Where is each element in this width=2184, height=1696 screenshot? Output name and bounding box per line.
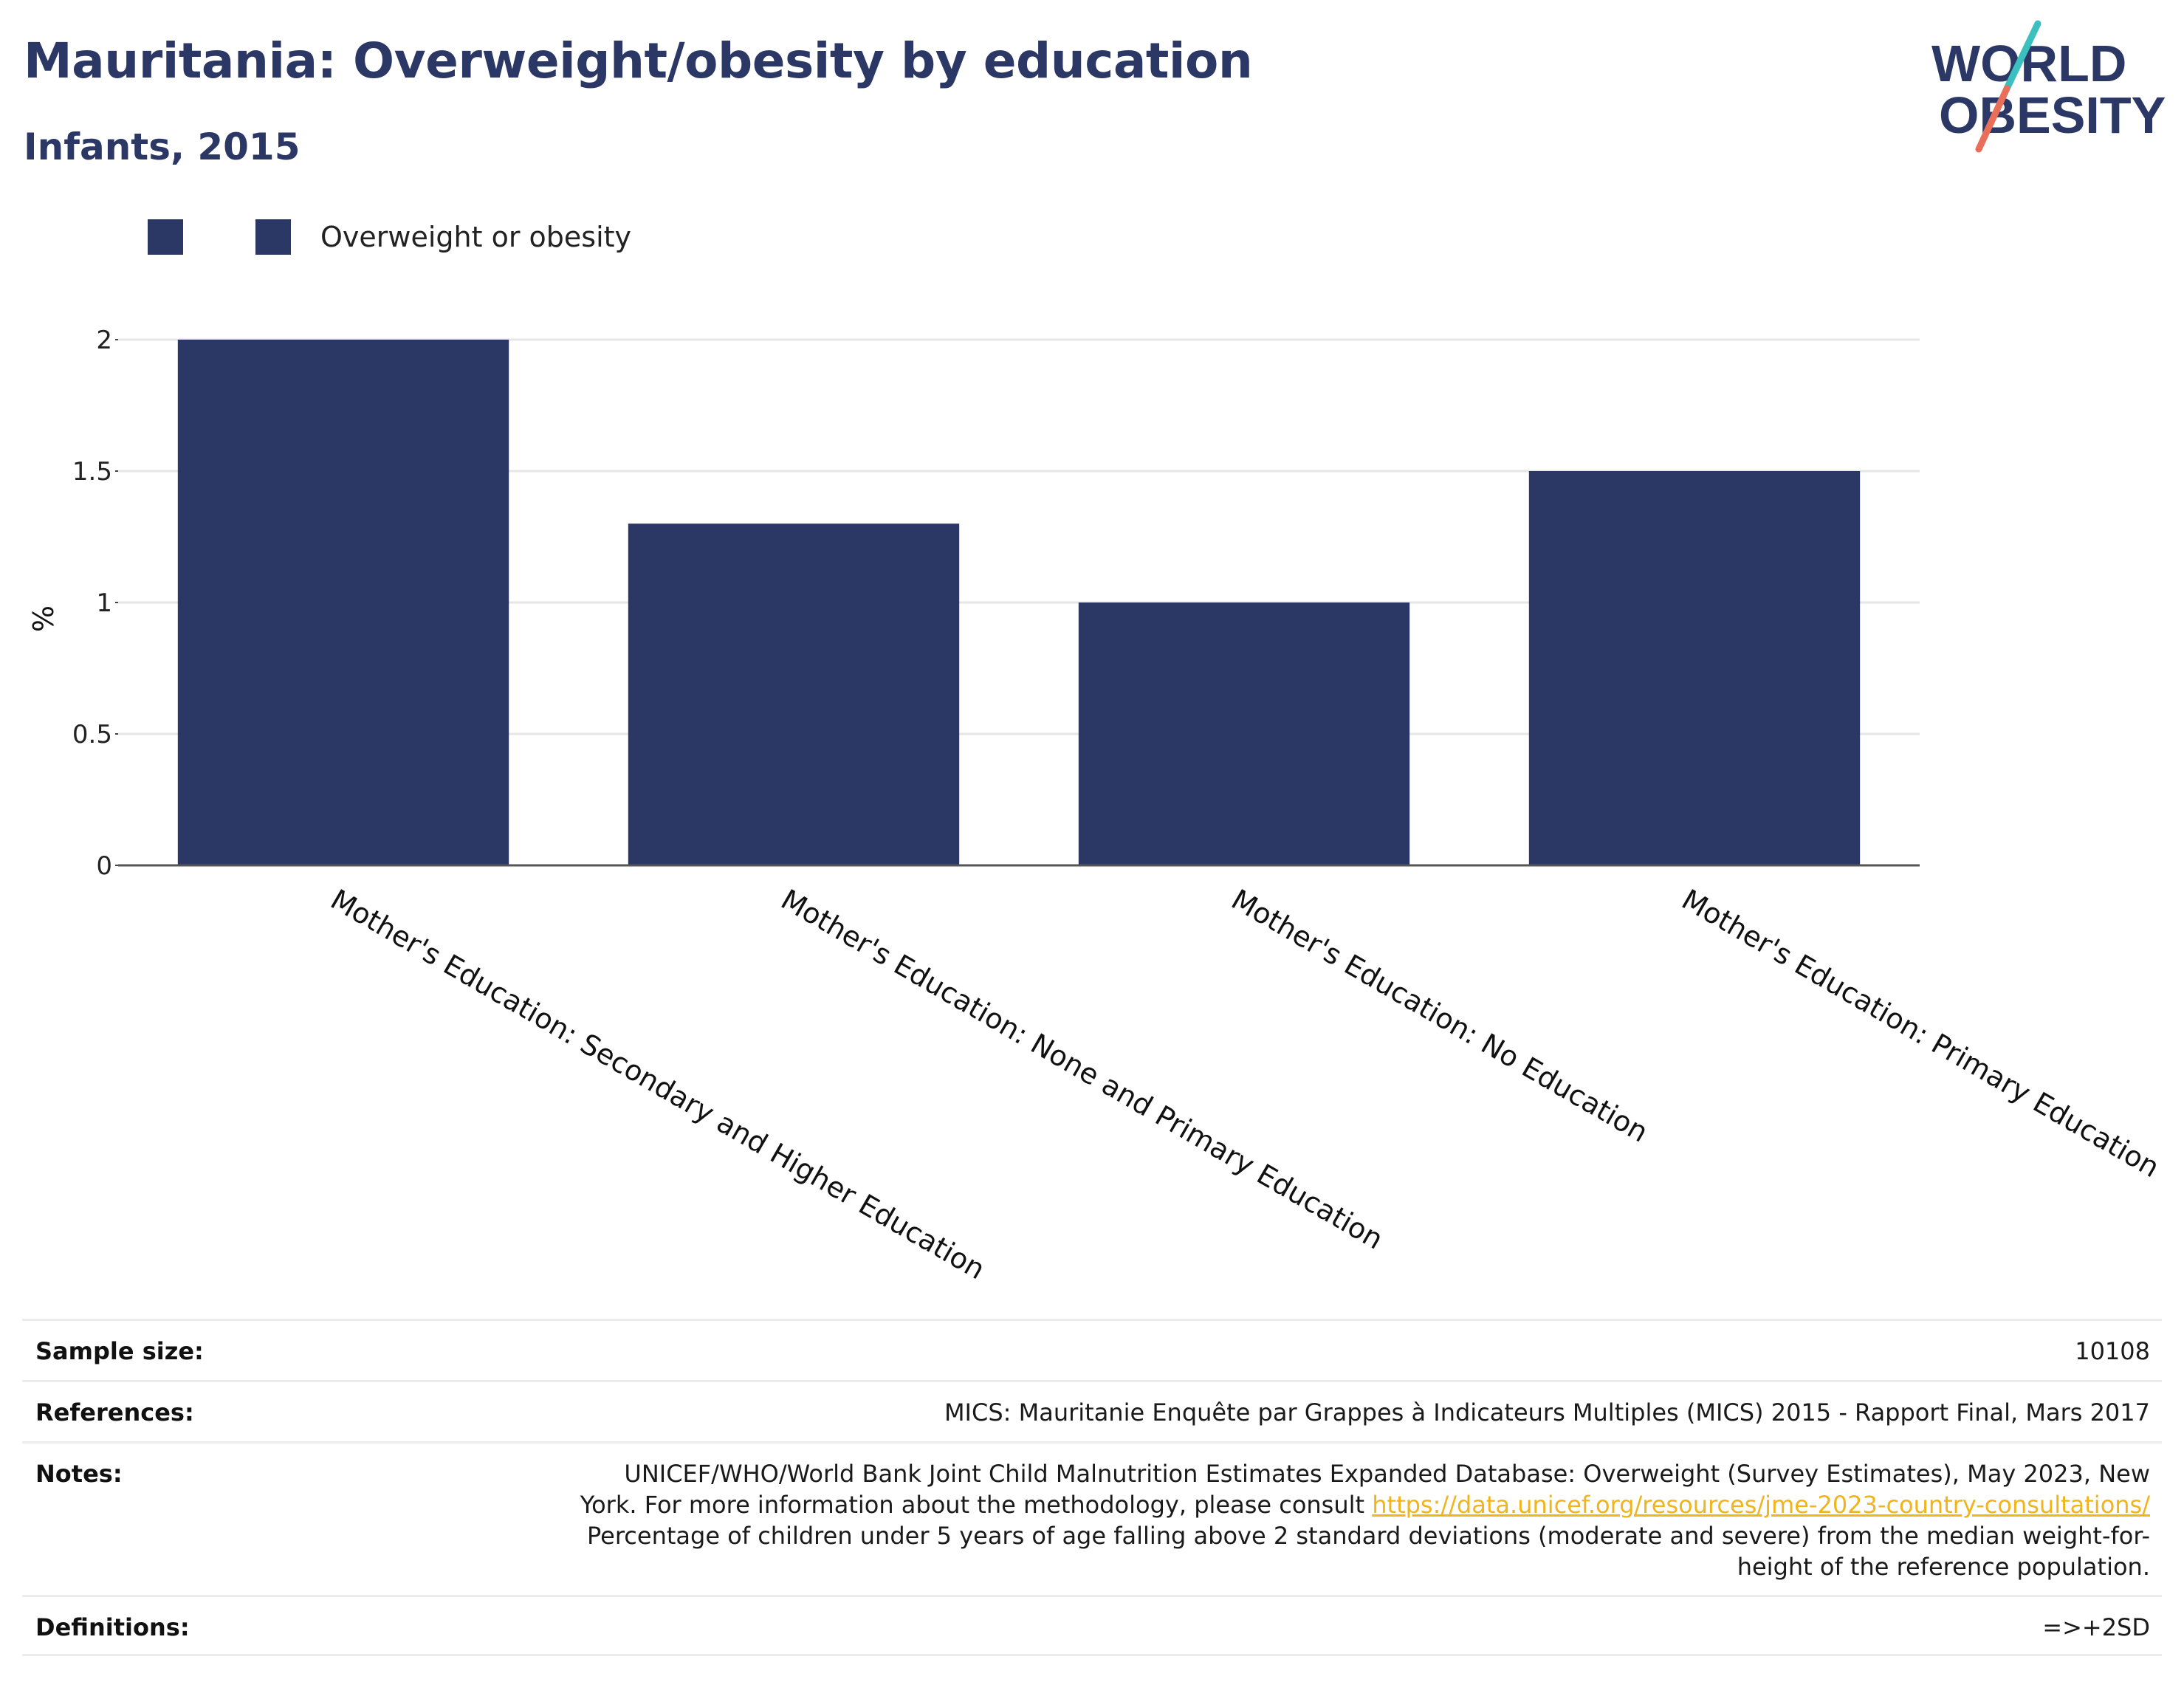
footer-row-definitions: Definitions: =>+2SD [22,1595,2162,1656]
definitions-label: Definitions: [35,1613,190,1641]
legend-swatch-empty[interactable] [148,219,183,255]
footer-row-references: References: MICS: Mauritanie Enquête par… [22,1380,2162,1441]
world-obesity-logo: WORLD OBESITY [1931,20,2166,153]
notes-line3: Percentage of children under 5 years of … [587,1522,2150,1550]
footer-row-sample-size: Sample size: 10108 [22,1319,2162,1380]
x-tick-label: Mother's Education: No Education [1226,883,1654,1149]
chart-title: Mauritania: Overweight/obesity by educat… [24,32,1253,89]
logo-slash-bottom [1975,85,2010,153]
logo-line2: OBESITY [1939,86,2166,144]
footer-row-notes: Notes: UNICEF/WHO/World Bank Joint Child… [22,1441,2162,1595]
y-tick-label: 0 [96,851,112,881]
bar[interactable] [1528,471,1861,865]
legend-swatch-overweight[interactable] [255,219,291,255]
notes-link[interactable]: https://data.unicef.org/resources/jme-20… [1372,1491,2150,1519]
y-tick-label: 1.5 [72,457,112,487]
references-value: MICS: Mauritanie Enquête par Grappes à I… [944,1398,2150,1427]
sample-size-value: 10108 [2075,1337,2150,1365]
definitions-value: =>+2SD [2042,1613,2150,1641]
notes-line4: height of the reference population. [1737,1553,2150,1581]
chart-subtitle: Infants, 2015 [24,126,301,168]
references-label: References: [35,1398,194,1427]
notes-line2: York. For more information about the met… [22,1489,2150,1520]
notes-value: UNICEF/WHO/World Bank Joint Child Malnut… [22,1443,2162,1582]
notes-line2-prefix: York. For more information about the met… [580,1491,1373,1519]
bar[interactable] [1078,602,1410,865]
y-tick-label: 2 [96,326,112,355]
bar[interactable] [177,340,509,865]
y-tick-label: 0.5 [72,720,112,749]
logo-slash-top [2003,20,2042,92]
y-tick-label: 1 [96,588,112,618]
notes-line1: UNICEF/WHO/World Bank Joint Child Malnut… [624,1460,2150,1488]
y-axis-label: % [27,605,60,632]
x-tick-label: Mother's Education: Primary Education [1677,883,2166,1184]
bar[interactable] [628,523,960,865]
notes-label: Notes: [35,1460,123,1488]
legend-label-overweight[interactable]: Overweight or obesity [320,221,632,253]
sample-size-label: Sample size: [35,1337,204,1365]
chart-footer: Sample size: 10108 References: MICS: Mau… [22,1319,2162,1656]
